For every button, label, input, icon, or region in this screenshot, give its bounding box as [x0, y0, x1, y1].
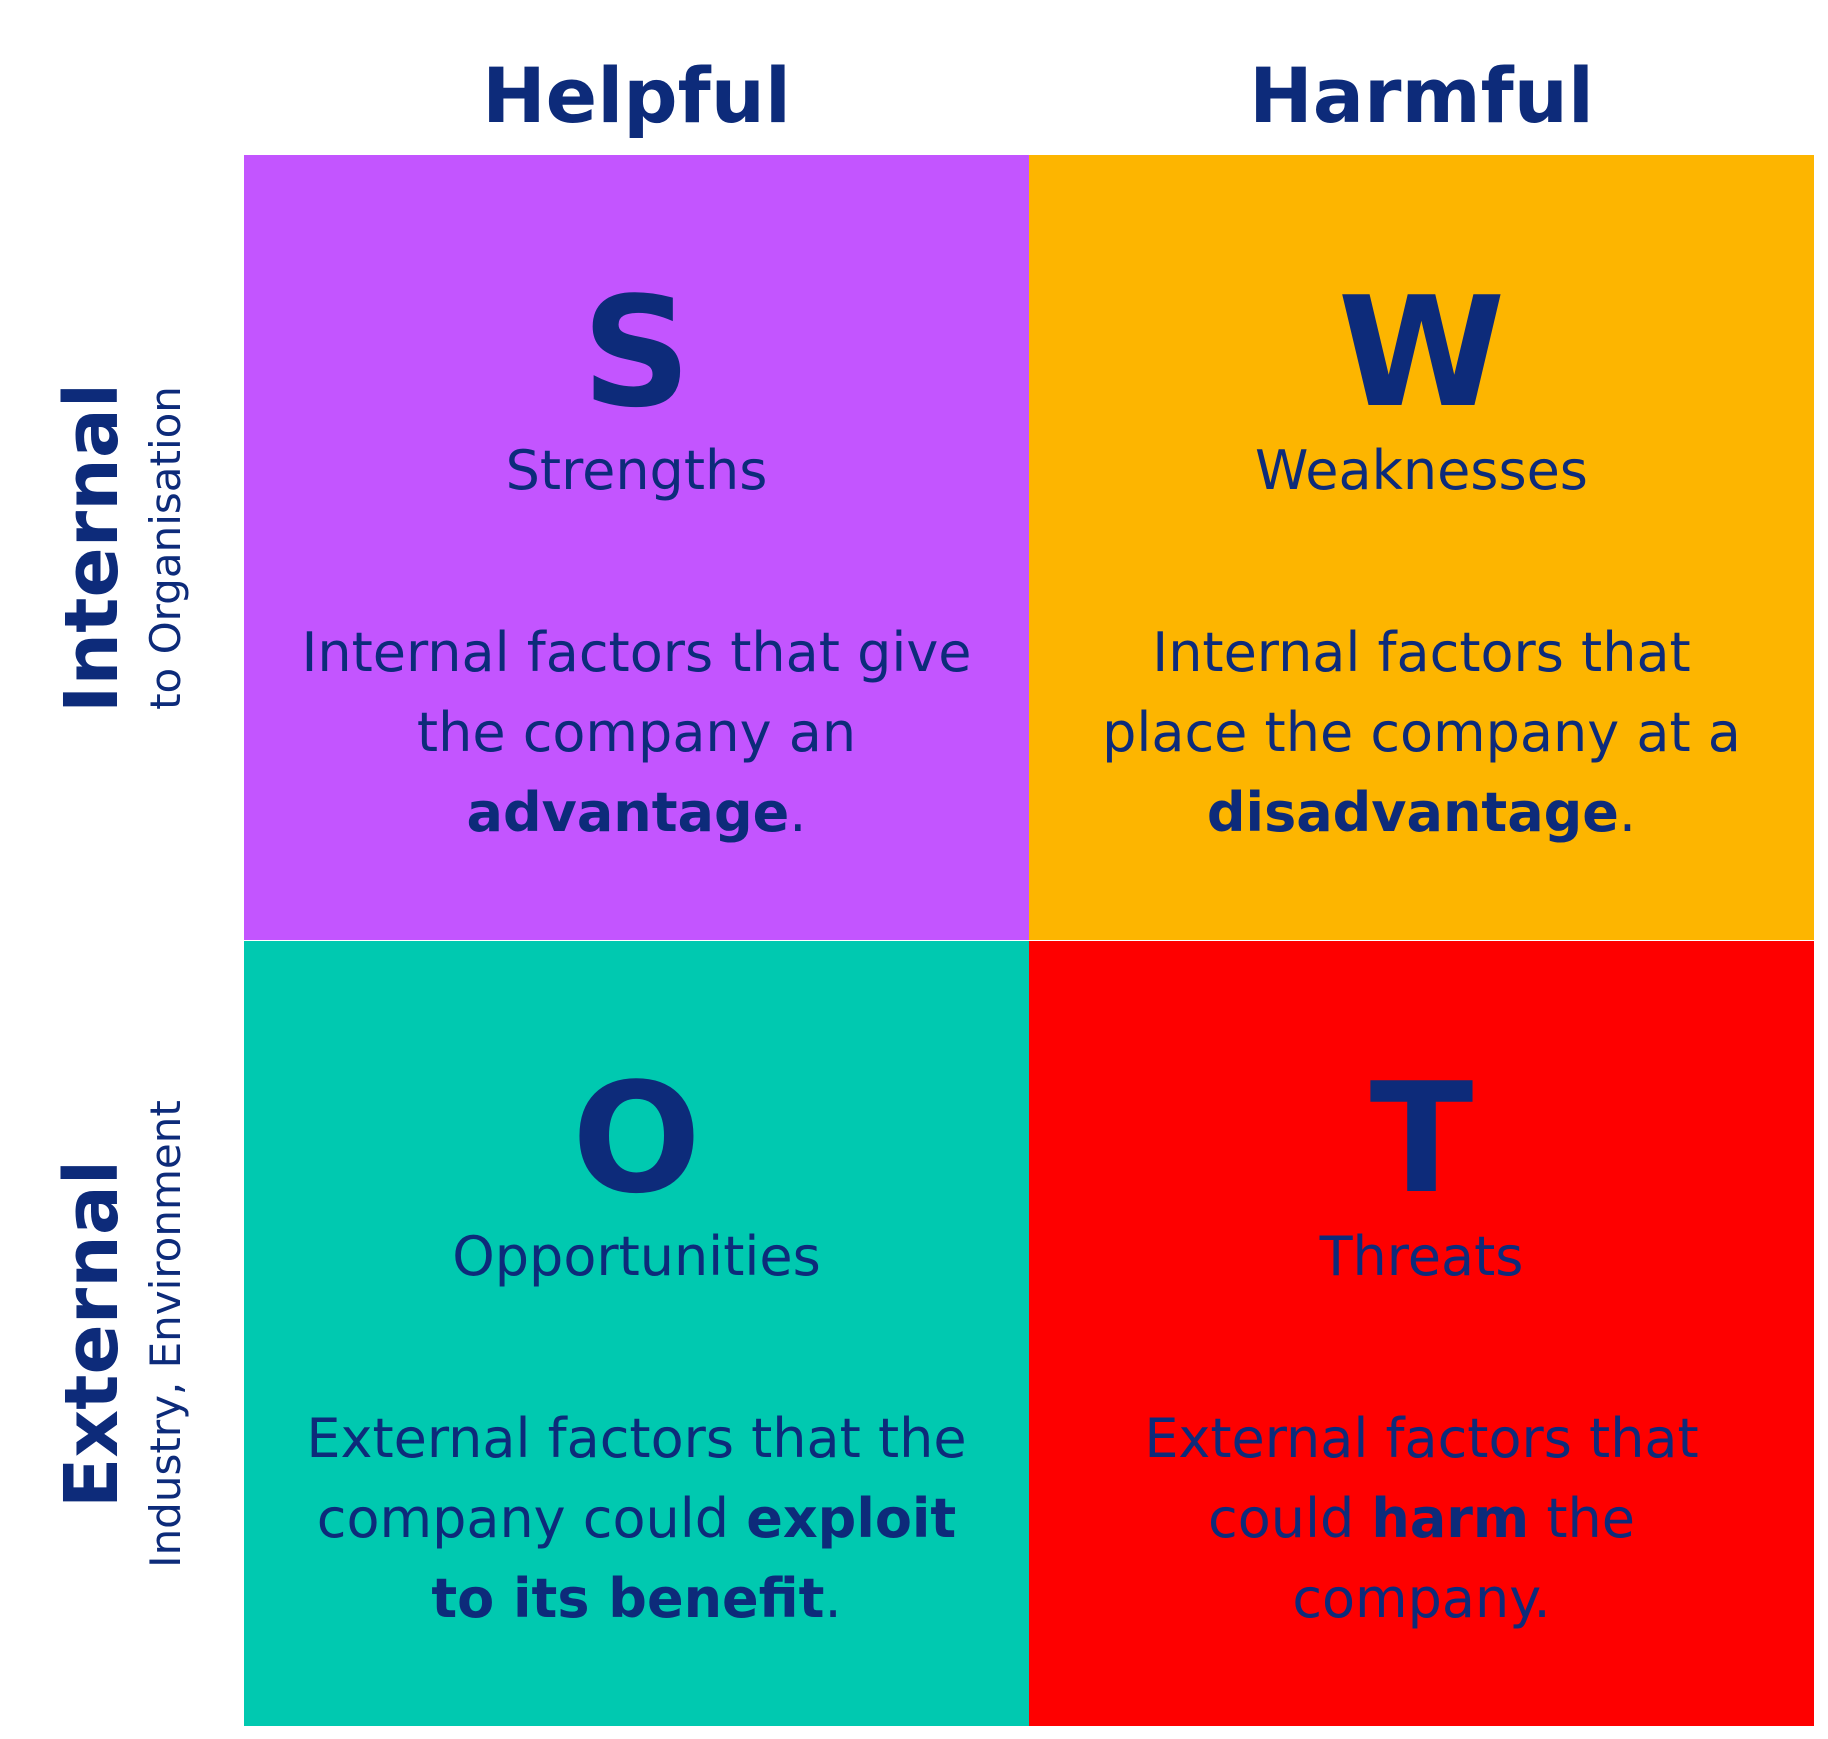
row-label-external-subtitle: Industry, Environment — [141, 1099, 190, 1568]
quadrant-title: Opportunities — [452, 1225, 821, 1288]
quadrant-letter: W — [1337, 264, 1506, 441]
quadrant-letter: T — [1369, 1050, 1474, 1227]
quadrant-letter: O — [571, 1050, 702, 1227]
column-header-helpful: Helpful — [482, 50, 791, 140]
row-label-internal-subtitle: to Organisation — [141, 385, 190, 710]
quadrant-letter: S — [581, 264, 692, 441]
quadrant-title: Strengths — [505, 439, 768, 502]
quadrant-weaknesses: W Weaknesses Internal factors that place… — [1029, 155, 1814, 940]
quadrant-description: Internal factors that place the company … — [1102, 621, 1741, 844]
quadrant-description: Internal factors that give the company a… — [301, 621, 972, 844]
quadrant-title: Weaknesses — [1255, 439, 1588, 502]
row-label-internal: Internal to Organisation — [0, 155, 244, 940]
quadrant-strengths: S Strengths Internal factors that give t… — [244, 155, 1029, 940]
quadrant-opportunities: O Opportunities External factors that th… — [244, 941, 1029, 1726]
quadrant-threats: T Threats External factors that could ha… — [1029, 941, 1814, 1726]
quadrant-description: External factors that the company could … — [306, 1407, 967, 1630]
column-header-harmful: Harmful — [1249, 50, 1594, 140]
row-label-internal-title: Internal — [49, 382, 135, 713]
row-label-external: External Industry, Environment — [0, 941, 244, 1726]
quadrant-description: External factors that could harm the com… — [1144, 1407, 1699, 1630]
quadrant-title: Threats — [1319, 1225, 1524, 1288]
row-label-external-title: External — [49, 1159, 135, 1508]
